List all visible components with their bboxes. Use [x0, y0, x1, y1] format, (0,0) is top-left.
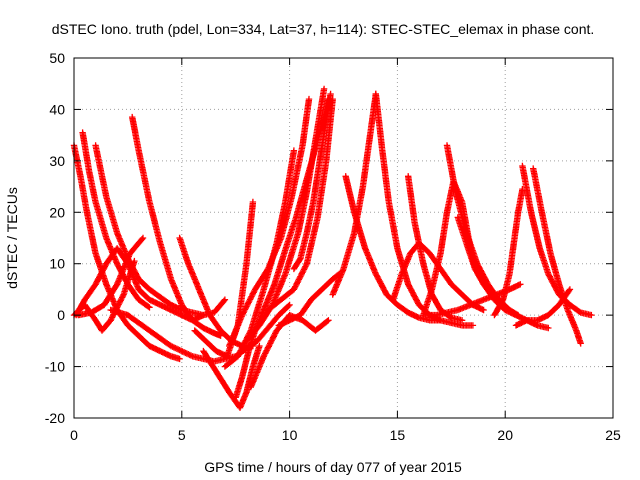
series-markers [512, 286, 574, 329]
chart-title: dSTEC Iono. truth (pdel, Lon=334, Lat=37… [52, 21, 595, 37]
y-tick-label: 0 [57, 307, 65, 323]
x-tick-label: 20 [497, 427, 513, 443]
series-markers [519, 162, 595, 319]
series-pass-18 [290, 90, 334, 273]
series-pass-30 [519, 162, 595, 319]
series-pass-32 [512, 286, 574, 329]
x-tick-label: 0 [70, 427, 78, 443]
y-axis-label: dSTEC / TECUs [4, 187, 20, 289]
series-pass-15 [226, 95, 313, 350]
series-group [70, 85, 595, 411]
series-pass-19 [247, 311, 332, 391]
ticks: 0 5 10 15 20 25 -20 -10 0 10 20 30 40 50 [45, 50, 621, 443]
series-markers [454, 214, 552, 332]
series-pass-22 [372, 90, 477, 329]
series-markers [176, 234, 257, 350]
series-markers [530, 165, 584, 347]
series-markers [491, 185, 526, 319]
y-tick-label: 10 [49, 256, 65, 272]
series-pass-07 [129, 113, 224, 339]
x-tick-label: 25 [605, 427, 621, 443]
series-markers [129, 113, 224, 339]
series-pass-05 [92, 142, 229, 319]
y-tick-label: -20 [45, 410, 65, 426]
y-tick-label: 30 [49, 153, 65, 169]
series-pass-29 [491, 185, 526, 319]
y-tick-label: 50 [49, 50, 65, 66]
x-axis-label: GPS time / hours of day 077 of year 2015 [204, 459, 462, 475]
x-tick-label: 10 [282, 427, 298, 443]
y-tick-label: 40 [49, 101, 65, 117]
series-markers [372, 90, 477, 329]
series-pass-09 [176, 234, 257, 350]
series-pass-16 [264, 95, 336, 314]
series-pass-14 [243, 85, 328, 345]
series-markers [264, 95, 336, 314]
series-markers [290, 90, 334, 273]
series-markers [226, 95, 313, 350]
x-tick-label: 5 [178, 427, 186, 443]
series-pass-31 [530, 165, 584, 347]
series-pass-28 [454, 214, 552, 332]
y-tick-label: -10 [45, 359, 65, 375]
series-markers [243, 85, 328, 345]
series-markers [247, 311, 332, 391]
x-tick-label: 15 [390, 427, 406, 443]
series-markers [92, 142, 229, 319]
plot-frame [73, 57, 614, 419]
series-pass-21 [329, 90, 379, 298]
grid [74, 58, 613, 418]
y-tick-label: 20 [49, 204, 65, 220]
series-markers [329, 90, 379, 298]
